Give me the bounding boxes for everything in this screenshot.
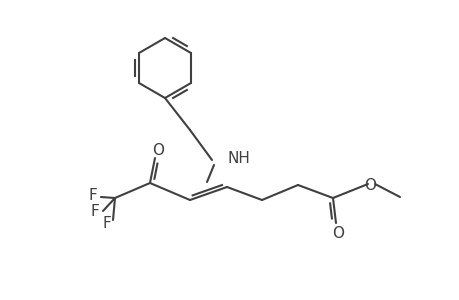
Text: F: F — [102, 217, 111, 232]
Text: F: F — [88, 188, 97, 203]
Text: F: F — [90, 205, 99, 220]
Text: O: O — [331, 226, 343, 241]
Text: O: O — [151, 142, 164, 158]
Text: O: O — [363, 178, 375, 193]
Text: NH: NH — [228, 151, 250, 166]
